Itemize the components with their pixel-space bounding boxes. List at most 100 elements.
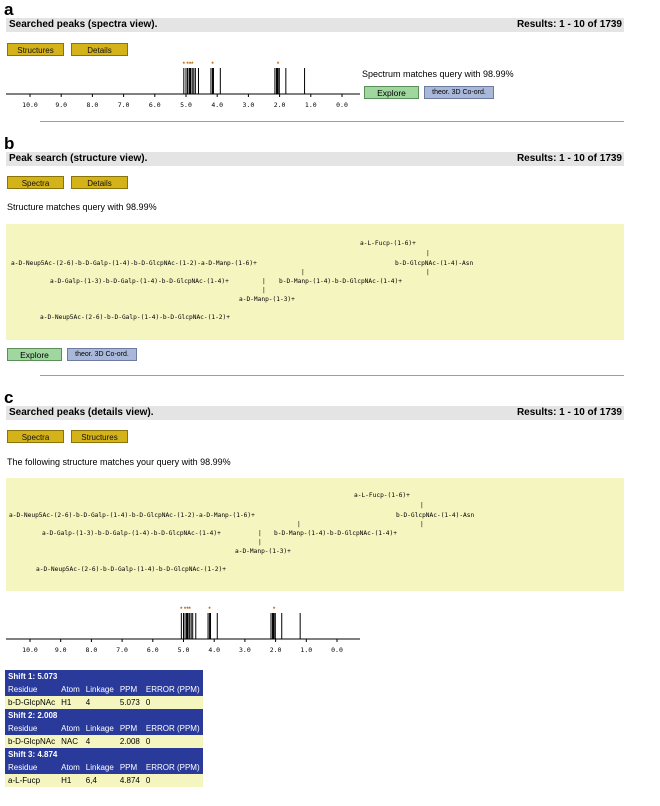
tick-label: 2.0 <box>270 646 282 654</box>
table-row: b-D-GlcpNAc H1 4 5.073 0 <box>5 696 203 709</box>
structure-line: b-D-Manp-(1-4)-b-D-GlcpNAc-(1-4)+ <box>279 278 402 285</box>
structure-line: | <box>420 502 424 509</box>
structure-line: a-D-Neup5Ac-(2-6)-b-D-Galp-(1-4)-b-D-Glc… <box>36 566 226 573</box>
structure-line: | <box>297 521 301 528</box>
structure-line: a-D-Manp-(1-3)+ <box>235 548 291 555</box>
peak-mark: * <box>186 62 189 68</box>
column-header: Residue <box>5 761 59 774</box>
tick-label: 8.0 <box>86 646 98 654</box>
tick-label: 4.0 <box>208 646 220 654</box>
peak-mark: * <box>180 607 183 613</box>
structure-line: a-L-Fucp-(1-6)+ <box>354 492 410 499</box>
page-title: Searched peaks (details view). <box>9 407 154 418</box>
tick-label: 6.0 <box>147 646 159 654</box>
peak-mark: * <box>273 607 276 613</box>
results-count: Results: 1 - 10 of 1739 <box>516 407 622 418</box>
column-header: PPM <box>116 683 143 696</box>
structure-line: a-D-Neup5Ac-(2-6)-b-D-Galp-(1-4)-b-D-Glc… <box>11 260 257 267</box>
tick-label: 0.0 <box>331 646 343 654</box>
results-count: Results: 1 - 10 of 1739 <box>516 19 622 30</box>
tick-label: 5.0 <box>178 646 190 654</box>
column-header: Atom <box>58 683 83 696</box>
page-title: Searched peaks (spectra view). <box>9 19 158 30</box>
results-count: Results: 1 - 10 of 1739 <box>516 153 622 164</box>
table-cell: 4 <box>82 735 117 748</box>
structure-line: | <box>420 521 424 528</box>
structures-button[interactable]: Structures <box>71 430 128 443</box>
structure-line: | <box>262 278 266 285</box>
table-cell: b-D-GlcpNAc <box>5 696 59 709</box>
divider <box>40 375 624 376</box>
structure-diagram: a-L-Fucp-(1-6)+ | a-D-Neup5Ac-(2-6)-b-D-… <box>6 224 624 340</box>
tick-label: 4.0 <box>211 101 223 109</box>
table-row: b-D-GlcpNAc NAC 4 2.008 0 <box>5 735 203 748</box>
match-text: Structure matches query with 98.99% <box>7 202 157 212</box>
structure-line: | <box>426 250 430 257</box>
column-header: Linkage <box>82 761 117 774</box>
column-header: Atom <box>58 761 83 774</box>
peak-mark: * <box>277 62 280 68</box>
spectra-button[interactable]: Spectra <box>7 176 64 189</box>
structure-line: b-D-GlcpNAc-(1-4)-Asn <box>395 260 474 267</box>
structure-line: a-D-Galp-(1-3)-b-D-Galp-(1-4)-b-D-GlcpNA… <box>50 278 229 285</box>
table-cell: b-D-GlcpNAc <box>5 735 59 748</box>
peak-mark: * <box>208 607 211 613</box>
details-button[interactable]: Details <box>71 176 128 189</box>
explore-button[interactable]: Explore <box>364 86 419 99</box>
tick-label: 0.0 <box>336 101 348 109</box>
explore-button[interactable]: Explore <box>7 348 62 361</box>
peak-mark: * <box>183 62 186 68</box>
match-text: The following structure matches your que… <box>7 457 231 467</box>
structure-line: a-D-Neup5Ac-(2-6)-b-D-Galp-(1-4)-b-D-Glc… <box>40 314 230 321</box>
divider <box>40 121 624 122</box>
table-cell: H1 <box>58 696 83 709</box>
peak-mark: * <box>191 62 194 68</box>
peak-mark: * <box>186 607 189 613</box>
tick-label: 7.0 <box>118 101 130 109</box>
table-cell: 0 <box>142 696 203 709</box>
header-bar-c: Searched peaks (details view). Results: … <box>6 406 624 420</box>
shift-header: Shift 2: 2.008 <box>5 709 203 722</box>
structure-line: a-L-Fucp-(1-6)+ <box>360 240 416 247</box>
theor-3d-coord-button[interactable]: theor. 3D Co-ord. <box>67 348 137 361</box>
structure-line: b-D-Manp-(1-4)-b-D-GlcpNAc-(1-4)+ <box>274 530 397 537</box>
tick-label: 5.0 <box>180 101 192 109</box>
peak-mark: * <box>188 607 191 613</box>
column-header: ERROR (PPM) <box>142 683 203 696</box>
peak-mark: * <box>211 62 214 68</box>
header-bar-b: Peak search (structure view). Results: 1… <box>6 152 624 166</box>
structure-line: b-D-GlcpNAc-(1-4)-Asn <box>396 512 475 519</box>
page-title: Peak search (structure view). <box>9 153 148 164</box>
peak-mark: * <box>184 607 187 613</box>
column-header: Linkage <box>82 722 117 735</box>
table-cell: NAC <box>58 735 83 748</box>
peak-mark: * <box>189 62 192 68</box>
structure-line: a-D-Galp-(1-3)-b-D-Galp-(1-4)-b-D-GlcpNA… <box>42 530 221 537</box>
table-cell: 0 <box>142 735 203 748</box>
tick-label: 10.0 <box>22 101 38 109</box>
tick-label: 2.0 <box>274 101 286 109</box>
table-cell: a-L-Fucp <box>5 774 59 787</box>
match-text: Spectrum matches query with 98.99% <box>362 69 514 79</box>
table-cell: 2.008 <box>116 735 143 748</box>
table-cell: 4.874 <box>116 774 143 787</box>
tick-label: 1.0 <box>305 101 317 109</box>
column-header: PPM <box>116 722 143 735</box>
tick-label: 3.0 <box>243 101 255 109</box>
structure-line: | <box>258 539 262 546</box>
structure-line: | <box>262 287 266 294</box>
header-bar-a: Searched peaks (spectra view). Results: … <box>6 18 624 32</box>
spectra-button[interactable]: Spectra <box>7 430 64 443</box>
tick-label: 7.0 <box>116 646 128 654</box>
structures-button[interactable]: Structures <box>7 43 64 56</box>
table-cell: 4 <box>82 696 117 709</box>
details-button[interactable]: Details <box>71 43 128 56</box>
tick-label: 6.0 <box>149 101 161 109</box>
structure-line: | <box>258 530 262 537</box>
theor-3d-coord-button[interactable]: theor. 3D Co-ord. <box>424 86 494 99</box>
structure-line: | <box>301 269 305 276</box>
structure-diagram: a-L-Fucp-(1-6)+ | a-D-Neup5Ac-(2-6)-b-D-… <box>6 478 624 591</box>
structure-line: a-D-Manp-(1-3)+ <box>239 296 295 303</box>
tick-label: 1.0 <box>300 646 312 654</box>
spectrum-plot: 10.0 9.0 8.0 7.0 6.0 5.0 4.0 3.0 2.0 1.0 0.0* * * * * * <box>6 62 360 109</box>
